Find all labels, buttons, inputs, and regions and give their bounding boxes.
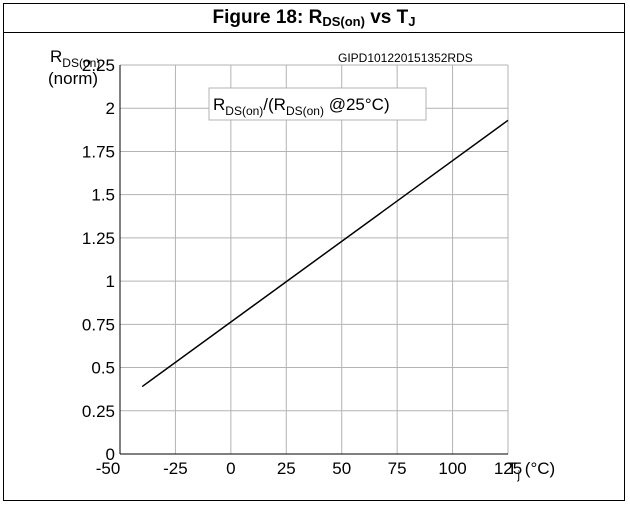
figure-code: GIPD101220151352RDS (338, 51, 473, 65)
x-tick-label: 75 (388, 459, 407, 478)
y-tick-label: 1.75 (82, 142, 115, 161)
y-tick-label: 1.5 (91, 186, 115, 205)
y-axis-unit: (norm) (48, 69, 98, 88)
x-tick-label: 100 (438, 459, 466, 478)
x-tick-labels: -50 -25 0 25 50 75 100 125 (96, 459, 522, 478)
figure-title: Figure 18: RDS(on) vs TJ (212, 7, 416, 29)
y-tick-label: 0.75 (82, 315, 115, 334)
y-tick-label: 0 (106, 445, 115, 464)
series (141, 119, 509, 388)
x-tick-label: 25 (277, 459, 296, 478)
figure-frame: Figure 18: RDS(on) vs TJ (3, 3, 625, 501)
y-tick-label: 0.25 (82, 402, 115, 421)
legend-label: RDS(on)/(RDS(on) @25°C) (213, 95, 390, 118)
x-tick-label: -50 (96, 459, 121, 478)
y-tick-label: 1.25 (82, 229, 115, 248)
y-tick-label: 1 (106, 272, 115, 291)
series-line (141, 119, 509, 388)
y-tick-label: 2.25 (82, 56, 115, 75)
legend-box (208, 87, 427, 121)
x-tick-label: 50 (332, 459, 351, 478)
axes (119, 65, 508, 455)
x-axis-label: Tj (°C) (507, 459, 555, 482)
grid (120, 64, 509, 454)
y-tick-label: 2 (106, 99, 115, 118)
y-tick-labels: 0 0.25 0.5 0.75 1 1.25 1.5 1.75 2 2.25 (82, 56, 115, 464)
x-tick-label: -25 (163, 459, 188, 478)
x-tick-label: 125 (494, 459, 522, 478)
x-tick-label: 0 (226, 459, 235, 478)
y-tick-label: 0.5 (91, 359, 115, 378)
figure-title-bar: Figure 18: RDS(on) vs TJ (4, 4, 624, 33)
y-axis-label: RDS(on) (50, 47, 100, 70)
